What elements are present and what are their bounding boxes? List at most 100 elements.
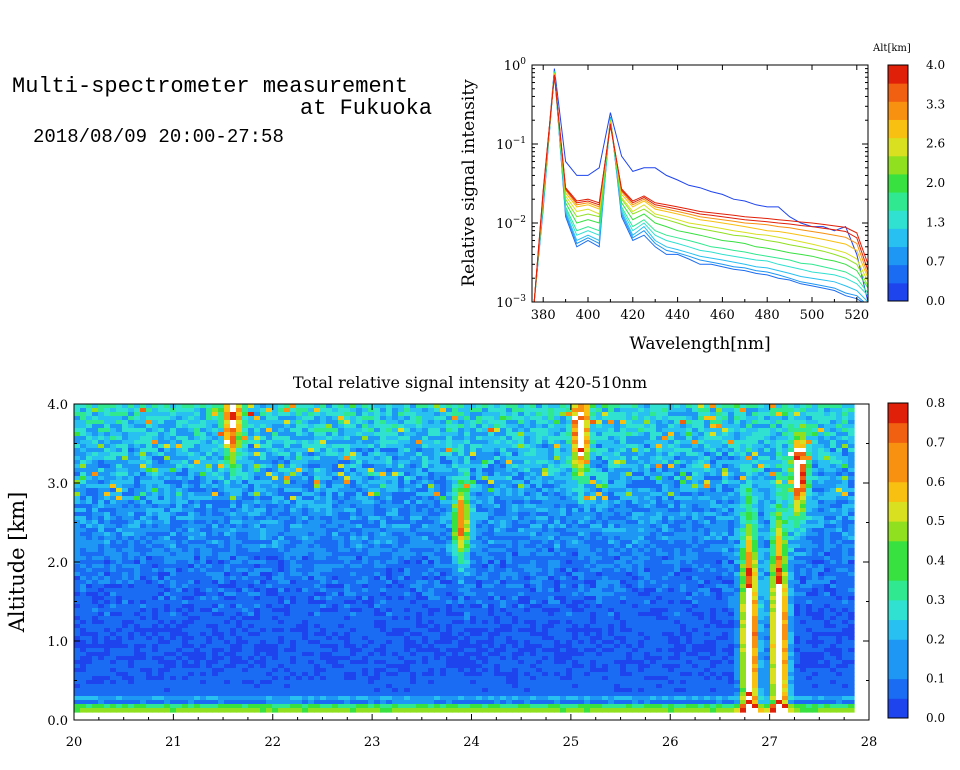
heatmap-cell	[536, 452, 543, 457]
heatmap-cell	[182, 500, 189, 505]
heatmap-cell	[284, 428, 291, 433]
heatmap-cell	[518, 452, 525, 457]
heatmap-cell	[170, 512, 177, 517]
heatmap-cell	[770, 420, 777, 425]
heatmap-cell	[668, 424, 675, 429]
heatmap-cell	[92, 448, 99, 453]
heatmap-cell	[734, 544, 741, 549]
heatmap-cell	[188, 504, 195, 509]
heatmap-cell	[362, 472, 369, 477]
heatmap-cell	[422, 488, 429, 493]
heatmap-cell	[332, 488, 339, 493]
heatmap-cell	[296, 456, 303, 461]
heatmap-cell	[314, 472, 321, 477]
heatmap-cell	[554, 412, 561, 417]
heatmap-cell	[590, 548, 597, 553]
heatmap-cell	[578, 428, 585, 433]
heatmap-cell	[290, 540, 297, 545]
heatmap-cell	[398, 464, 405, 469]
heatmap-cell	[704, 492, 711, 497]
heatmap-cell	[716, 540, 723, 545]
heatmap-cell	[416, 528, 423, 533]
spectrum-series-line	[533, 71, 868, 302]
heatmap-cell	[656, 468, 663, 473]
heatmap-cell	[398, 460, 405, 465]
heatmap-cell	[554, 448, 561, 453]
heatmap-cell	[422, 476, 429, 481]
heatmap-cell	[590, 472, 597, 477]
heatmap-cell	[542, 488, 549, 493]
heatmap-cell	[590, 420, 597, 425]
heatmap-cell	[800, 460, 807, 465]
heatmap-cell	[278, 456, 285, 461]
heatmap-cell	[80, 424, 87, 429]
heatmap-cell	[266, 472, 273, 477]
heatmap-cell	[524, 536, 531, 541]
heatmap-cell	[176, 540, 183, 545]
heatmap-cell	[410, 440, 417, 445]
heatmap-cell	[170, 504, 177, 509]
heatmap-cell	[92, 464, 99, 469]
heatmap-cell	[764, 496, 771, 501]
heatmap-cell	[740, 436, 747, 441]
heatmap-cell	[800, 540, 807, 545]
heatmap-cell	[776, 440, 783, 445]
heatmap-cell	[590, 504, 597, 509]
heatmap-cell	[566, 536, 573, 541]
heatmap-cell	[278, 436, 285, 441]
heatmap-cell	[518, 520, 525, 525]
heatmap-cell	[134, 416, 141, 421]
heatmap-cell	[362, 432, 369, 437]
heatmap-cell	[650, 496, 657, 501]
heatmap-cell	[758, 436, 765, 441]
heatmap-cell	[314, 468, 321, 473]
heatmap-cell	[176, 452, 183, 457]
heatmap-cell	[326, 548, 333, 553]
heatmap-cell	[296, 548, 303, 553]
heatmap-cell	[416, 416, 423, 421]
heatmap-cell	[818, 412, 825, 417]
heatmap-cell	[182, 532, 189, 537]
heatmap-cell	[368, 480, 375, 485]
heatmap-cell	[470, 528, 477, 533]
heatmap-cell	[176, 476, 183, 481]
heatmap-cell	[236, 516, 243, 521]
heatmap-cell	[428, 476, 435, 481]
heatmap-cell	[560, 408, 567, 413]
heatmap-cell	[452, 488, 459, 493]
heatmap-cell	[470, 532, 477, 537]
heatmap-cell	[422, 404, 429, 409]
heatmap-cell	[266, 516, 273, 521]
heatmap-cell	[266, 444, 273, 449]
heatmap-cell	[272, 464, 279, 469]
heatmap-cell	[194, 520, 201, 525]
heatmap-cell	[152, 428, 159, 433]
heatmap-cell	[86, 452, 93, 457]
heatmap-cell	[704, 540, 711, 545]
heatmap-cell	[416, 404, 423, 409]
heatmap-cell	[500, 464, 507, 469]
heatmap-cell	[218, 428, 225, 433]
heatmap-cell	[644, 516, 651, 521]
heatmap-cell	[410, 452, 417, 457]
heatmap-cell	[494, 524, 501, 529]
heatmap-cell	[830, 480, 837, 485]
heatmap-cell	[512, 528, 519, 533]
heatmap-cell	[410, 428, 417, 433]
heatmap-cell	[764, 424, 771, 429]
heatmap-cell	[686, 548, 693, 553]
heatmap-cell	[146, 492, 153, 497]
heatmap-cell	[728, 480, 735, 485]
heatmap-cell	[674, 464, 681, 469]
heatmap-cell	[440, 452, 447, 457]
heatmap-cell	[218, 500, 225, 505]
heatmap-cell	[434, 540, 441, 545]
heatmap-cell	[338, 548, 345, 553]
heatmap-cell	[134, 460, 141, 465]
heatmap-cell	[512, 516, 519, 521]
heatmap-cell	[740, 456, 747, 461]
heatmap-cell	[218, 496, 225, 501]
heatmap-cell	[536, 524, 543, 529]
heatmap-cell	[698, 516, 705, 521]
heatmap-cell	[560, 500, 567, 505]
